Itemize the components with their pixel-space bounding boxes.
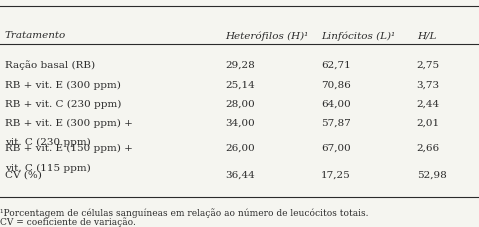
Text: 3,73: 3,73 bbox=[417, 80, 440, 89]
Text: 62,71: 62,71 bbox=[321, 60, 351, 69]
Text: 57,87: 57,87 bbox=[321, 118, 351, 127]
Text: 70,86: 70,86 bbox=[321, 80, 351, 89]
Text: 2,44: 2,44 bbox=[417, 99, 440, 108]
Text: RB + vit. E (150 ppm) +: RB + vit. E (150 ppm) + bbox=[5, 143, 133, 153]
Text: ¹Porcentagem de células sanguíneas em relação ao número de leucócitos totais.: ¹Porcentagem de células sanguíneas em re… bbox=[0, 207, 368, 217]
Text: RB + vit. C (230 ppm): RB + vit. C (230 ppm) bbox=[5, 99, 121, 108]
Text: 26,00: 26,00 bbox=[225, 143, 255, 153]
Text: 2,75: 2,75 bbox=[417, 60, 440, 69]
Text: CV (%): CV (%) bbox=[5, 170, 42, 179]
Text: 34,00: 34,00 bbox=[225, 118, 255, 127]
Text: 67,00: 67,00 bbox=[321, 143, 351, 153]
Text: H/L: H/L bbox=[417, 31, 436, 40]
Text: Tratamento: Tratamento bbox=[5, 31, 66, 40]
Text: RB + vit. E (300 ppm): RB + vit. E (300 ppm) bbox=[5, 80, 121, 89]
Text: RB + vit. E (300 ppm) +: RB + vit. E (300 ppm) + bbox=[5, 118, 133, 127]
Text: Heterófilos (H)¹: Heterófilos (H)¹ bbox=[225, 31, 308, 41]
Text: CV = coeficiente de variação.: CV = coeficiente de variação. bbox=[0, 216, 136, 226]
Text: Ração basal (RB): Ração basal (RB) bbox=[5, 60, 95, 70]
Text: 25,14: 25,14 bbox=[225, 80, 255, 89]
Text: 28,00: 28,00 bbox=[225, 99, 255, 108]
Text: 17,25: 17,25 bbox=[321, 170, 351, 179]
Text: 64,00: 64,00 bbox=[321, 99, 351, 108]
Text: 29,28: 29,28 bbox=[225, 60, 255, 69]
Text: 2,01: 2,01 bbox=[417, 118, 440, 127]
Text: Linfócitos (L)¹: Linfócitos (L)¹ bbox=[321, 31, 395, 41]
Text: 36,44: 36,44 bbox=[225, 170, 255, 179]
Text: vit. C (230 ppm): vit. C (230 ppm) bbox=[5, 138, 91, 147]
Text: 2,66: 2,66 bbox=[417, 143, 440, 153]
Text: 52,98: 52,98 bbox=[417, 170, 446, 179]
Text: vit. C (115 ppm): vit. C (115 ppm) bbox=[5, 163, 91, 172]
